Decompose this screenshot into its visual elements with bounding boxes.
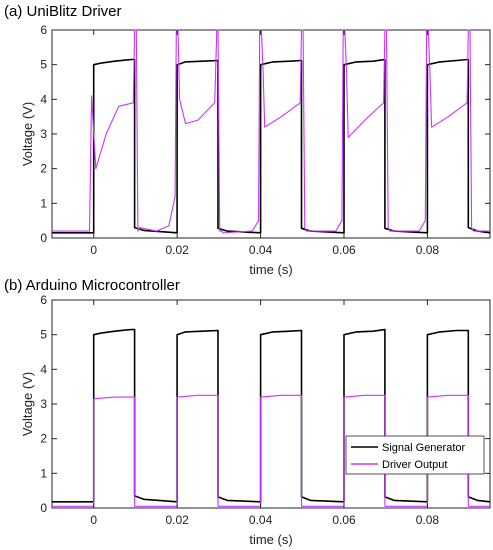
series-line-driver-output — [52, 394, 490, 507]
x-tick-label: 0.08 — [416, 513, 440, 527]
panel-a-y-axis-label: Voltage (V) — [20, 102, 35, 166]
y-tick-label: 4 — [40, 362, 47, 376]
y-tick-label: 4 — [40, 92, 47, 106]
x-tick-label: 0.02 — [165, 513, 189, 527]
y-tick-label: 0 — [40, 231, 47, 245]
y-tick-label: 6 — [40, 293, 47, 307]
legend-label-signal-generator: Signal Generator — [382, 442, 465, 454]
legend-box — [345, 435, 485, 475]
x-tick-label: 0.06 — [332, 243, 356, 257]
panel-b-y-axis-label: Voltage (V) — [20, 372, 35, 436]
y-tick-label: 6 — [40, 23, 47, 37]
y-tick-label: 3 — [40, 127, 47, 141]
panel-b-x-axis-label: time (s) — [249, 532, 292, 547]
panel-a-y-ticks: 0 1 2 3 4 5 6 — [40, 23, 490, 245]
x-tick-label: 0.02 — [165, 243, 189, 257]
panel-b-series — [52, 328, 491, 507]
series-line-signal-generator — [52, 58, 491, 234]
legend-label-driver-output: Driver Output — [382, 459, 447, 471]
y-tick-label: 1 — [40, 466, 47, 480]
y-tick-label: 2 — [40, 432, 47, 446]
y-tick-label: 3 — [40, 397, 47, 411]
panel-b-x-ticks: 0 0.02 0.04 0.06 0.08 — [90, 300, 439, 527]
series-line-signal-generator — [52, 328, 491, 503]
panel-uniblitz: (a) UniBlitz Driver 0 0.02 0.04 0.06 0.08 0 1… — [4, 3, 491, 277]
legend: Signal Generator Driver Output — [345, 435, 485, 475]
series-line-driver-output — [52, 29, 490, 234]
x-tick-label: 0 — [90, 513, 97, 527]
panel-a-x-ticks: 0 0.02 0.04 0.06 0.08 — [90, 30, 439, 257]
panel-a-series — [52, 29, 491, 234]
y-tick-label: 2 — [40, 162, 47, 176]
x-tick-label: 0.06 — [332, 513, 356, 527]
panel-b-y-ticks: 0 1 2 3 4 5 6 — [40, 293, 490, 515]
y-tick-label: 5 — [40, 58, 47, 72]
y-tick-label: 0 — [40, 501, 47, 515]
x-tick-label: 0.04 — [249, 243, 273, 257]
x-tick-label: 0.08 — [416, 243, 440, 257]
panel-a-title: (a) UniBlitz Driver — [4, 3, 122, 20]
y-tick-label: 1 — [40, 196, 47, 210]
panel-a-plot-area — [51, 29, 491, 239]
panel-arduino: (b) Arduino Microcontroller 0 0.02 0.04 0.0… — [4, 277, 491, 547]
x-tick-label: 0 — [90, 243, 97, 257]
y-tick-label: 5 — [40, 328, 47, 342]
x-tick-label: 0.04 — [249, 513, 273, 527]
panel-a-x-axis-label: time (s) — [249, 262, 292, 277]
panel-b-title: (b) Arduino Microcontroller — [4, 277, 180, 294]
